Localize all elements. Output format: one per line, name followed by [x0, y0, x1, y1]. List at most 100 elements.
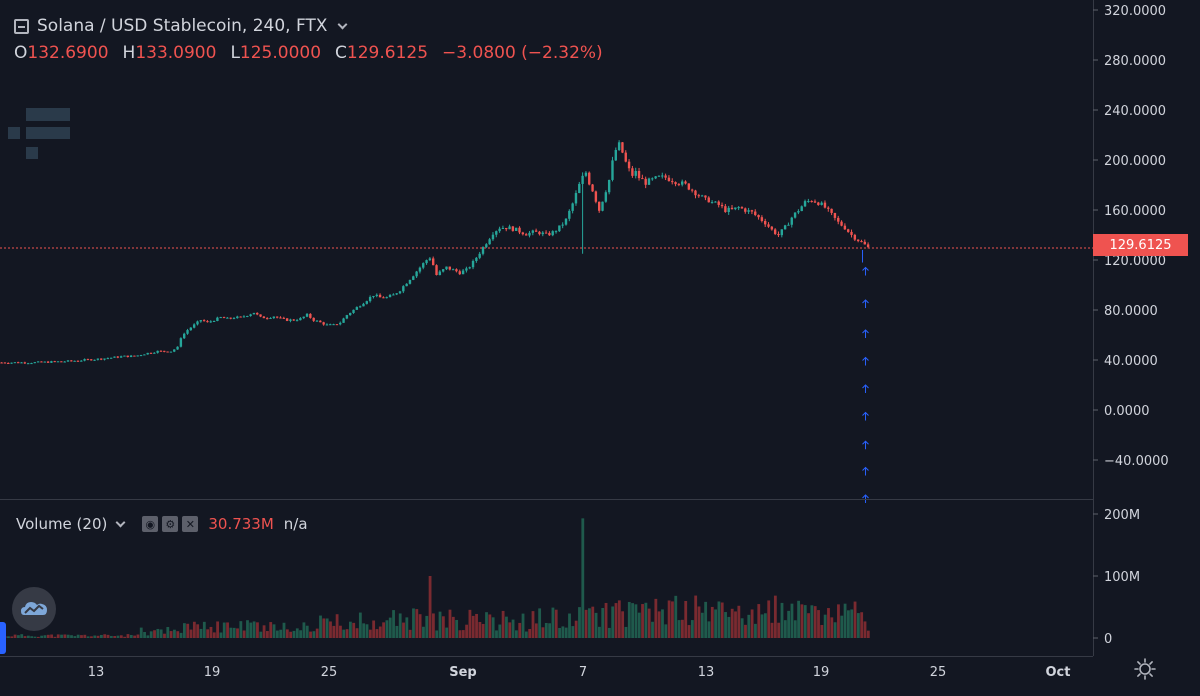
candle-body [100, 358, 103, 360]
candle-body [734, 207, 737, 210]
candle-body [574, 193, 578, 204]
collapse-icon[interactable] [14, 18, 29, 34]
volume-bar [524, 631, 528, 638]
close-icon[interactable]: ✕ [182, 516, 199, 532]
volume-bar [800, 604, 804, 638]
chevron-down-icon[interactable] [115, 517, 126, 527]
time-axis[interactable]: 13 19 25 Sep 7 13 19 25 Oct [88, 665, 1071, 680]
volume-bar [714, 609, 717, 638]
volume-bar [730, 608, 734, 638]
volume-bar [345, 629, 349, 638]
volume-bar [604, 602, 608, 638]
candle-body [405, 283, 408, 287]
candle-body [239, 316, 242, 318]
volume-bar [219, 632, 223, 638]
volume-axis[interactable]: 200M 100M 0 [1093, 508, 1140, 647]
volume-bar [840, 615, 844, 638]
volume-bar [113, 635, 117, 638]
candle-body [295, 320, 299, 322]
gear-icon[interactable]: ⚙ [162, 516, 179, 532]
candle-body [657, 175, 661, 177]
candle-body [604, 192, 608, 202]
candle-body [548, 232, 551, 236]
candle-body [690, 189, 694, 191]
volume-bar [724, 612, 727, 638]
volume-bar [764, 613, 767, 638]
candle-body [269, 317, 272, 319]
candle-body [471, 261, 475, 268]
candle-body [189, 327, 193, 331]
volume-bar [644, 602, 648, 638]
candle-body [289, 319, 292, 321]
volume-bar [847, 610, 850, 638]
candle-body [113, 356, 116, 358]
volume-bar [398, 613, 402, 638]
price-tick-label: 240.0000 [1104, 104, 1166, 119]
volume-bar [578, 607, 581, 638]
candle-body [292, 319, 295, 321]
candle-body [541, 232, 544, 235]
volume-bar [252, 621, 256, 638]
volume-bar [166, 627, 170, 638]
candle-body [750, 210, 754, 212]
candle-body [664, 175, 667, 178]
scroll-handle[interactable] [0, 622, 6, 654]
candle-body [521, 232, 525, 235]
volume-bar [83, 634, 87, 638]
candle-body [17, 362, 20, 364]
volume-bar [508, 622, 512, 638]
candle-body [813, 201, 817, 203]
volume-extra: n/a [283, 515, 308, 533]
candle-body [428, 258, 432, 261]
eye-icon[interactable]: ◉ [142, 516, 159, 532]
candle-body [246, 315, 249, 317]
candle-body [36, 361, 40, 363]
volume-bar [568, 613, 571, 638]
volume-bar [56, 634, 60, 638]
volume-bar [558, 627, 561, 638]
candle-body [20, 362, 23, 364]
candle-body [647, 178, 651, 185]
candle-body [432, 258, 435, 266]
candle-body [192, 324, 196, 328]
candle-body [757, 214, 760, 218]
volume-bar [783, 620, 787, 638]
candle-body [697, 195, 700, 197]
candle-body [23, 362, 27, 364]
volume-bar [30, 636, 34, 638]
volume-bar [531, 611, 535, 638]
candle-body [149, 352, 153, 354]
volume-bar [339, 625, 342, 638]
candle-body [594, 191, 598, 202]
volume-bar [103, 634, 107, 638]
arrow-up-icon [862, 356, 869, 366]
candle-body [770, 226, 774, 230]
symbol-title[interactable]: Solana / USD Stablecoin, 240, FTX [37, 16, 328, 36]
candle-body [402, 286, 405, 292]
candle-body [209, 321, 212, 323]
candle-body [581, 175, 584, 184]
candle-body [764, 220, 767, 225]
volume-bar [641, 604, 644, 638]
arrow-up-icon [862, 411, 869, 421]
volume-bar [242, 630, 246, 638]
volume-title[interactable]: Volume (20) [16, 515, 108, 533]
price-axis[interactable]: 320.0000 280.0000 240.0000 200.0000 160.0000… [1093, 4, 1169, 469]
settings-gear-icon[interactable] [1134, 658, 1156, 680]
candle-body [671, 181, 674, 183]
candle-body [305, 313, 309, 317]
volume-bar [415, 609, 419, 638]
chevron-down-icon[interactable] [338, 19, 348, 29]
time-tick-label: 7 [579, 665, 587, 680]
volume-bar [262, 625, 266, 638]
volume-bar [574, 620, 578, 638]
price-tick-label: 200.0000 [1104, 154, 1166, 169]
tradingview-logo-button[interactable] [12, 587, 56, 631]
volume-bar [830, 617, 834, 638]
volume-bar [282, 622, 286, 638]
volume-bar [498, 624, 502, 638]
volume-bar [23, 636, 27, 638]
candle-body [76, 360, 80, 362]
volume-bar [468, 609, 472, 638]
